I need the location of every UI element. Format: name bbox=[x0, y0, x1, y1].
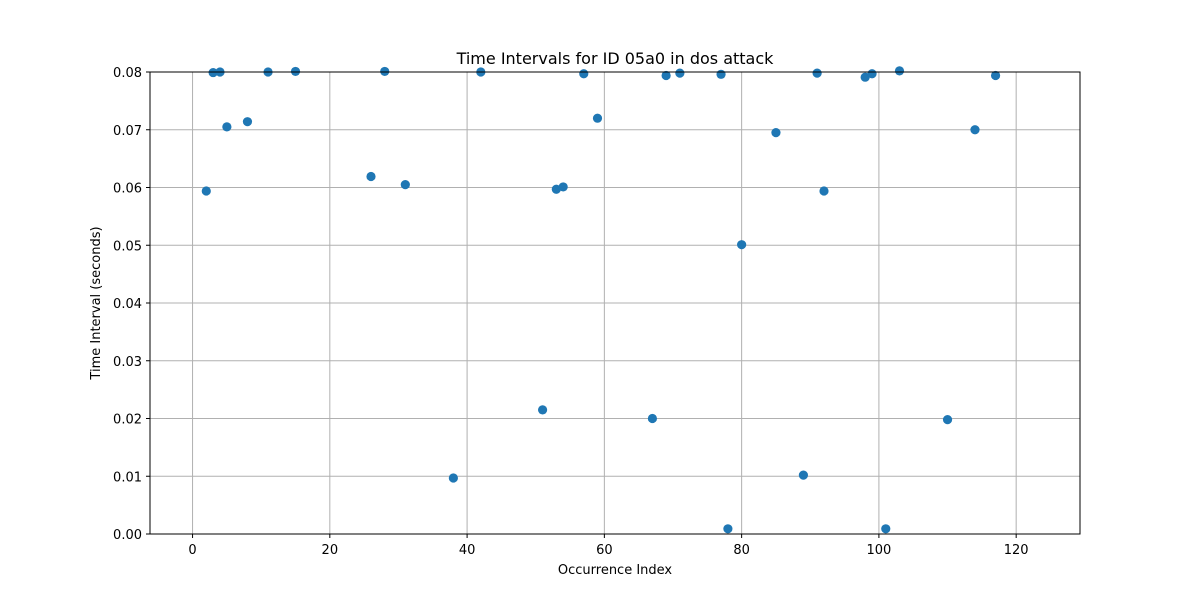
y-tick-label: 0.06 bbox=[113, 182, 142, 197]
data-point bbox=[737, 240, 747, 250]
data-point bbox=[771, 128, 781, 138]
data-point bbox=[723, 524, 733, 534]
data-point bbox=[867, 69, 877, 79]
data-point bbox=[579, 69, 589, 79]
data-point bbox=[819, 186, 829, 196]
x-tick-label: 0 bbox=[188, 543, 196, 558]
x-tick-label: 120 bbox=[1004, 543, 1029, 558]
data-point bbox=[881, 524, 891, 534]
ticks: 0 20 40 60 80 100 120 0.00 0.01 0.02 0.03 0.04 0.05 0… bbox=[113, 66, 1029, 558]
x-tick-label: 60 bbox=[596, 543, 613, 558]
data-point bbox=[366, 171, 376, 182]
x-tick-label: 80 bbox=[733, 543, 750, 558]
data-point bbox=[558, 182, 568, 192]
data-point bbox=[201, 186, 211, 196]
data-point bbox=[894, 66, 905, 76]
y-tick-label: 0.02 bbox=[113, 413, 142, 428]
data-point bbox=[448, 473, 458, 483]
data-point bbox=[661, 70, 671, 81]
data-point bbox=[647, 413, 658, 424]
data-point bbox=[380, 66, 390, 77]
x-axis-label: Occurrence Index bbox=[558, 563, 673, 578]
x-tick-label: 100 bbox=[866, 543, 891, 558]
data-point bbox=[798, 470, 809, 480]
data-point bbox=[400, 180, 410, 190]
data-point bbox=[290, 66, 301, 77]
data-point bbox=[942, 415, 953, 425]
data-point bbox=[675, 68, 685, 78]
plot-frame bbox=[149, 71, 1081, 535]
y-tick-label: 0.03 bbox=[113, 355, 142, 370]
data-point bbox=[222, 122, 232, 132]
chart-title: Time Intervals for ID 05a0 in dos attack bbox=[456, 49, 775, 68]
data-point bbox=[592, 113, 603, 123]
y-tick-label: 0.00 bbox=[113, 528, 142, 543]
data-point bbox=[970, 125, 980, 135]
y-tick-label: 0.07 bbox=[113, 124, 142, 139]
y-tick-label: 0.04 bbox=[113, 297, 142, 312]
data-point bbox=[990, 70, 1001, 81]
data-point bbox=[812, 68, 822, 78]
data-point bbox=[208, 67, 218, 78]
y-tick-label: 0.05 bbox=[113, 239, 142, 254]
data-point bbox=[537, 405, 548, 415]
x-tick-label: 20 bbox=[322, 543, 339, 558]
y-tick-label: 0.01 bbox=[113, 470, 142, 485]
y-axis-label: Time Interval (seconds) bbox=[89, 226, 104, 380]
x-tick-label: 40 bbox=[459, 543, 476, 558]
grid bbox=[150, 71, 1080, 535]
data-points bbox=[201, 66, 1001, 534]
data-point bbox=[860, 72, 870, 82]
data-point bbox=[716, 69, 726, 79]
y-tick-label: 0.08 bbox=[113, 66, 142, 81]
data-point bbox=[242, 117, 253, 127]
